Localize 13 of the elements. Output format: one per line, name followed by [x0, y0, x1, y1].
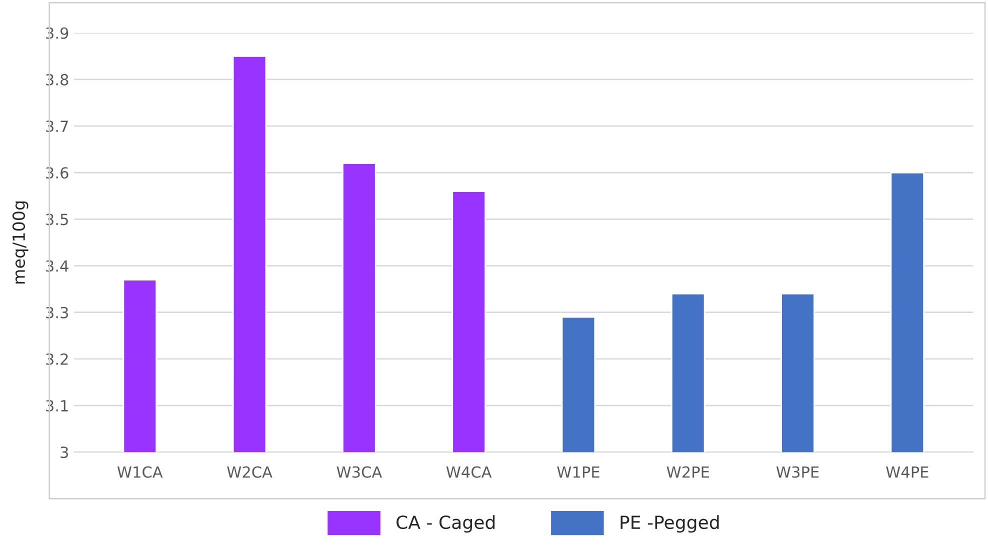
x-tick-label: W2PE [666, 466, 709, 478]
x-tick-label: W2CA [227, 466, 272, 478]
y-tick-label: 3 [60, 446, 68, 458]
x-tick-label: W1CA [117, 466, 163, 478]
legend-label: PE -Pegged [620, 515, 719, 533]
x-tick-label: W3PE [776, 466, 819, 478]
x-tick-label: W4PE [886, 466, 928, 478]
legend-label: CA - Caged [396, 515, 495, 533]
y-tick-label: 3.6 [46, 167, 68, 179]
x-tick-label: W4CA [446, 466, 492, 478]
y-axis-title: meq/100g [12, 201, 28, 284]
x-tick-label: W3CA [336, 466, 382, 478]
x-tick-label: W1PE [557, 466, 600, 478]
